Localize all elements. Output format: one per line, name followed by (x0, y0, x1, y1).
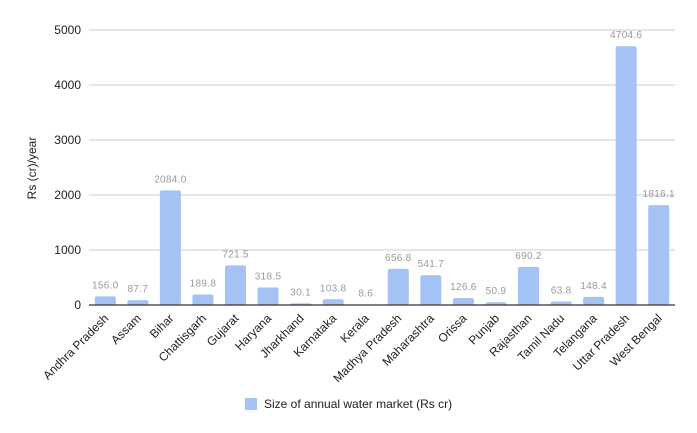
bar (420, 275, 442, 305)
y-axis-label: Rs (cr)/year (25, 137, 39, 200)
data-label: 690.2 (515, 251, 542, 262)
data-label: 87.7 (127, 284, 148, 295)
bar (550, 301, 572, 305)
data-label: 541.7 (418, 259, 445, 270)
data-label: 318.5 (255, 271, 282, 282)
data-label: 156.0 (92, 280, 119, 291)
data-label: 4704.6 (610, 30, 643, 41)
bar (615, 46, 637, 305)
bar (485, 302, 507, 305)
bar (648, 205, 670, 305)
y-tick-label: 2000 (54, 188, 81, 202)
bar (192, 294, 214, 305)
x-tick-label: Orissa (435, 311, 470, 346)
y-tick-label: 0 (74, 298, 81, 312)
y-tick-label: 3000 (54, 133, 81, 147)
data-label: 1816.1 (643, 189, 676, 200)
y-tick-label: 5000 (54, 23, 81, 37)
bar (225, 265, 246, 305)
data-label: 50.9 (486, 286, 507, 297)
data-label: 63.8 (551, 285, 572, 296)
legend-label: Size of annual water market (Rs cr) (264, 397, 452, 411)
y-tick-label: 4000 (54, 78, 81, 92)
data-label: 656.8 (385, 253, 412, 264)
data-label: 126.6 (450, 282, 477, 293)
data-label: 103.8 (320, 283, 347, 294)
bar (94, 296, 116, 305)
bar (322, 299, 344, 305)
x-tick-label: Assam (108, 311, 144, 347)
bar (583, 296, 605, 305)
data-label: 721.5 (222, 249, 249, 260)
bar (452, 298, 474, 305)
x-tick-label: Bihar (147, 311, 177, 341)
data-label: 189.8 (190, 279, 217, 290)
data-label: 2084.0 (154, 174, 187, 185)
bar (159, 190, 181, 305)
y-tick-label: 1000 (54, 243, 81, 257)
bar (387, 268, 409, 305)
bar (127, 300, 149, 305)
bar (518, 267, 539, 305)
bar (257, 287, 279, 305)
data-label: 148.4 (580, 281, 607, 292)
legend-swatch (245, 398, 257, 410)
x-tick-label: Andhra Pradesh (40, 311, 111, 382)
data-label: 30.1 (290, 287, 311, 298)
data-label: 8.6 (358, 289, 373, 300)
